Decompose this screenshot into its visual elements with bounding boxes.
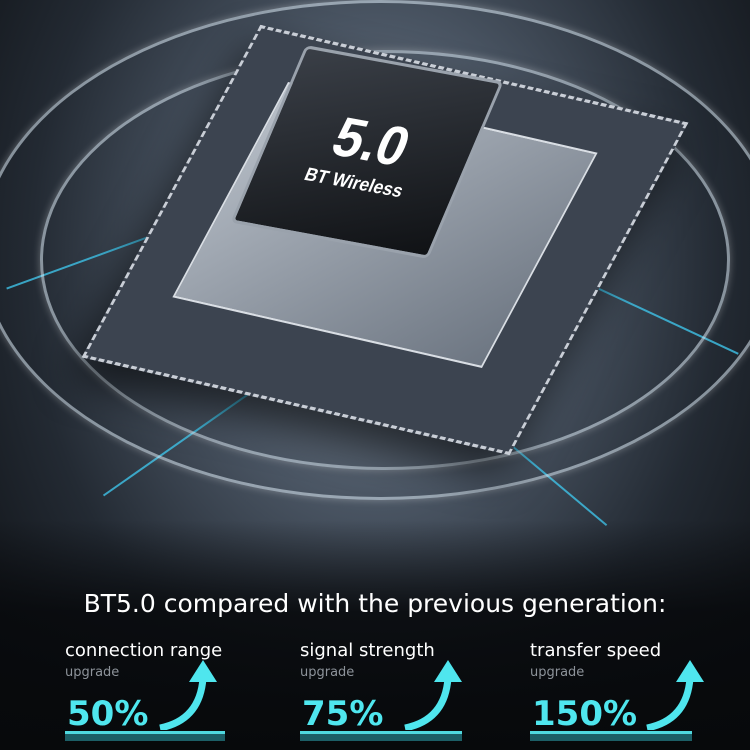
stat-value: 50% — [67, 694, 149, 734]
glass-ring — [40, 50, 730, 470]
arrow-up-curve-icon — [159, 660, 217, 730]
arrow-up-curve-icon — [646, 660, 704, 730]
stat-label: connection range — [65, 640, 223, 661]
underline-bar — [300, 731, 462, 741]
stat-sub: upgrade — [530, 665, 585, 680]
glass-ring — [0, 0, 750, 500]
bottom-fade — [0, 520, 750, 750]
stat-transfer-speed: transfer speed upgrade 150% — [530, 640, 730, 741]
stat-connection-range: connection range upgrade 50% — [65, 640, 265, 741]
stat-sub: upgrade — [300, 665, 355, 680]
stat-label: transfer speed — [530, 640, 662, 661]
stat-signal-strength: signal strength upgrade 75% — [300, 640, 500, 741]
underline-bar — [65, 731, 225, 741]
stat-sub: upgrade — [65, 665, 120, 680]
underline-bar — [530, 731, 692, 741]
headline: BT5.0 compared with the previous generat… — [83, 589, 667, 618]
stat-label: signal strength — [300, 640, 435, 661]
stat-value: 75% — [302, 694, 384, 734]
stat-value: 150% — [532, 694, 638, 734]
arrow-up-curve-icon — [404, 660, 462, 730]
